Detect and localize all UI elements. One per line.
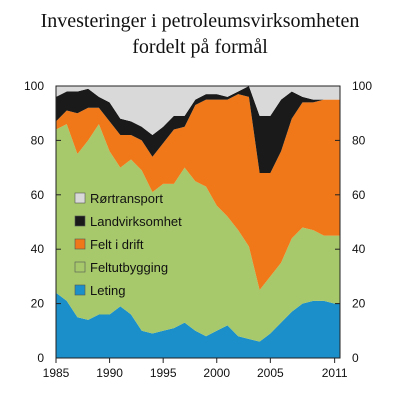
- chart-title: Investeringer i petroleumsvirksomheten f…: [0, 8, 400, 60]
- series-area-landvirksomhet: [56, 86, 340, 174]
- plot-frame: [55, 85, 341, 359]
- legend-label-landvirksomhet: Landvirksomhet: [90, 214, 182, 229]
- x-tick-label: 2005: [257, 366, 284, 380]
- x-tick-label: 1985: [43, 366, 70, 380]
- axes: 0 0 20 20 40 40 60 60 80 80 100 100 1985 1990 1995 2000…: [24, 79, 372, 380]
- y-tick-label-right: 80: [352, 133, 366, 147]
- x-tick-label: 1990: [96, 366, 123, 380]
- y-tick-label-right: 60: [352, 188, 366, 202]
- chart-title-line-2: fordelt på formål: [132, 36, 268, 58]
- legend-swatch-landvirksomhet: [74, 215, 86, 227]
- legend-label-rortransport: Rørtransport: [90, 191, 163, 206]
- legend-swatch-feltutbygging: [74, 261, 86, 273]
- y-tick-label-left: 60: [31, 188, 45, 202]
- series-area-feltutbygging: [56, 124, 340, 342]
- legend: Rørtransport Landvirksomhet Felt i drift Fe…: [74, 191, 182, 298]
- chart-title-line-1: Investeringer i petroleumsvirksomheten: [40, 10, 360, 32]
- legend-swatch-felt-i-drift: [74, 238, 86, 250]
- y-tick-label-right: 0: [352, 351, 359, 365]
- y-tick-label-left: 100: [24, 79, 44, 93]
- x-tick-label: 2000: [203, 366, 230, 380]
- y-tick-label-right: 20: [352, 297, 366, 311]
- legend-swatch-rortransport: [74, 192, 86, 204]
- y-tick-label-right: 40: [352, 242, 366, 256]
- y-tick-label-left: 80: [31, 133, 45, 147]
- y-tick-label-right: 100: [352, 79, 372, 93]
- y-tick-label-left: 20: [31, 297, 45, 311]
- legend-label-felt-i-drift: Felt i drift: [90, 237, 144, 252]
- x-tick-label: 2011: [322, 366, 348, 380]
- legend-swatch-leting: [74, 284, 86, 296]
- area-layer: [56, 86, 340, 358]
- series-area-rortransport: [56, 86, 340, 135]
- legend-label-feltutbygging: Feltutbygging: [90, 260, 168, 275]
- y-tick-label-left: 40: [31, 242, 45, 256]
- series-area-leting: [56, 292, 340, 358]
- series-area-felt-i-drift: [56, 94, 340, 290]
- legend-label-leting: Leting: [90, 283, 125, 298]
- y-tick-label-left: 0: [37, 351, 44, 365]
- x-tick-label: 1995: [150, 366, 177, 380]
